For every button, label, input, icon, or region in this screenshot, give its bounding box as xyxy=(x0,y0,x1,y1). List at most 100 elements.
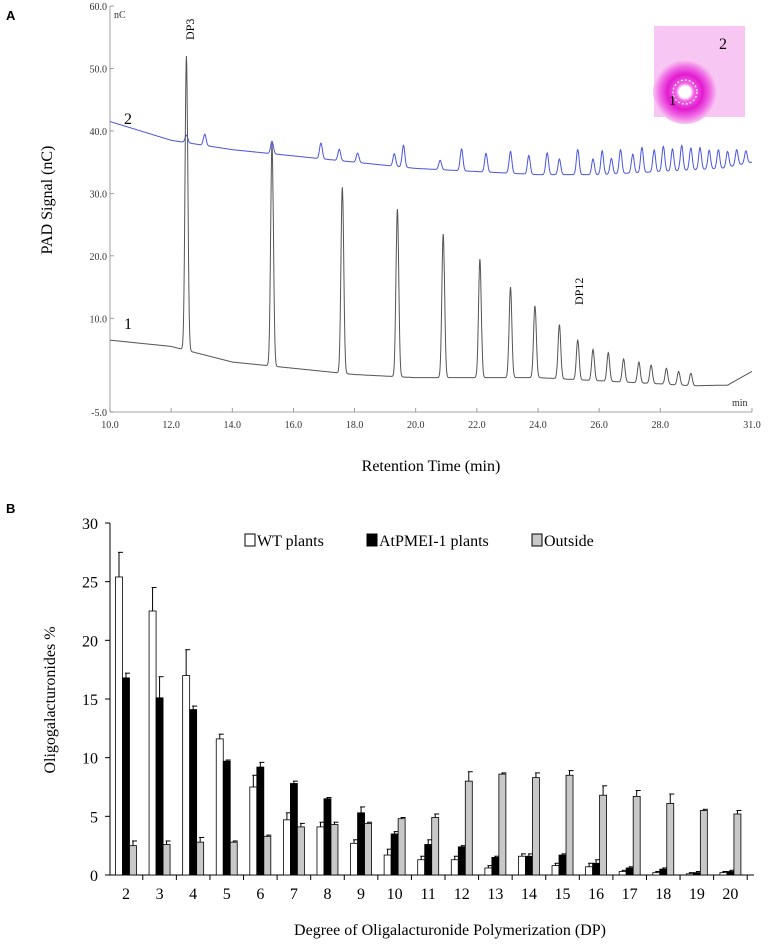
bar-atpmei-dp2 xyxy=(122,677,130,876)
a-x-tick-label: 28.0 xyxy=(652,420,670,431)
bar-wt-dp13 xyxy=(484,867,493,876)
bar-outside-dp19 xyxy=(699,810,708,876)
b-legend: WT plants AtPMEI-1 plants Outside xyxy=(244,533,594,550)
b-y-tick-label: 0 xyxy=(90,868,98,885)
a-y-ticks: -5.0 10.0 20.0 30.0 40.0 50.0 60.0 xyxy=(90,2,114,419)
a-x-tick-label: 14.0 xyxy=(224,420,242,431)
b-x-tick-label: 9 xyxy=(357,886,365,903)
bar-outside-dp16 xyxy=(599,794,608,876)
bar-atpmei-dp11 xyxy=(424,844,433,876)
bar-atpmei-dp13 xyxy=(491,857,500,876)
bar-outside-dp14 xyxy=(532,777,540,876)
bar-atpmei-dp18 xyxy=(659,868,668,876)
bar-atpmei-dp16 xyxy=(592,862,601,876)
bar-atpmei-dp17 xyxy=(625,867,634,876)
panel-a-label: A xyxy=(6,8,16,23)
bar-wt-dp6 xyxy=(249,786,258,876)
bar-outside-dp4 xyxy=(196,841,205,876)
legend-label-atpmei: AtPMEI-1 plants xyxy=(379,533,489,550)
bar-wt-dp10 xyxy=(383,854,392,876)
trace-1-line xyxy=(110,55,753,387)
trace-2-label: 2 xyxy=(124,111,132,128)
dp12-annotation: DP12 xyxy=(572,278,586,305)
a-x-tick-label: 20.0 xyxy=(407,420,425,431)
inset-label-1: 1 xyxy=(669,94,676,109)
bar-outside-dp2 xyxy=(129,845,137,876)
b-x-ticks: 2 3 4 5 6 7 8 9 10 11 12 13 14 15 16 17 18 19 20 xyxy=(122,875,748,903)
bar-wt-dp9 xyxy=(350,842,358,876)
bar-atpmei-dp8 xyxy=(323,798,332,876)
bar-chart-panel: B 0 5 10 15 20 25 30 2 3 4 5 6 7 8 9 10 11 12 13 14 15 16 17 1… xyxy=(6,501,754,939)
bar-atpmei-dp7 xyxy=(289,783,298,876)
bar-outside-dp3 xyxy=(162,844,171,876)
bar-wt-dp3 xyxy=(148,610,157,876)
bar-wt-dp12 xyxy=(450,859,459,876)
dp3-annotation: DP3 xyxy=(183,19,197,40)
a-y-tick-label: 60.0 xyxy=(90,2,108,13)
a-y-unit: nC xyxy=(114,10,126,21)
b-x-tick-label: 8 xyxy=(323,886,331,903)
bar-atpmei-dp12 xyxy=(457,846,466,876)
trace-2-line xyxy=(110,121,752,176)
a-x-tick-label: 26.0 xyxy=(590,420,608,431)
a-x-axis-title: Retention Time (min) xyxy=(362,458,501,475)
legend-swatch-atpmei xyxy=(366,533,378,547)
bar-outside-dp12 xyxy=(464,780,473,876)
b-y-tick-label: 20 xyxy=(82,633,98,650)
b-x-tick-label: 3 xyxy=(156,886,164,903)
b-y-ticks: 0 5 10 15 20 25 30 xyxy=(82,516,110,885)
bar-outside-dp8 xyxy=(330,824,339,876)
b-y-axis-title: Oligogalacturonides % xyxy=(42,626,59,773)
legend-swatch-outside xyxy=(531,533,543,547)
bar-atpmei-dp5 xyxy=(222,760,231,876)
b-x-tick-label: 20 xyxy=(722,886,738,903)
b-x-tick-label: 5 xyxy=(223,886,231,903)
trace-1-label: 1 xyxy=(124,316,132,333)
b-x-tick-label: 2 xyxy=(122,886,130,903)
bar-outside-dp10 xyxy=(397,818,406,876)
panel-b-label: B xyxy=(6,501,15,516)
bar-atpmei-dp14 xyxy=(525,855,533,876)
bar-wt-dp19 xyxy=(685,873,694,876)
b-y-tick-label: 15 xyxy=(82,692,98,709)
b-x-tick-label: 18 xyxy=(655,886,671,903)
a-y-tick-label: 20.0 xyxy=(90,252,108,263)
bar-atpmei-dp19 xyxy=(692,872,701,876)
plate-inset-image: 1 2 xyxy=(653,26,745,124)
bar-wt-dp11 xyxy=(417,859,426,876)
b-x-axis-title: Degree of Oligalacturonide Polymerizatio… xyxy=(294,922,606,939)
a-y-axis-title: PAD Signal (nC) xyxy=(39,146,56,255)
b-x-tick-label: 7 xyxy=(290,886,298,903)
a-x-tick-label: 10.0 xyxy=(101,420,119,431)
a-x-tick-label: 22.0 xyxy=(468,420,486,431)
bar-outside-dp13 xyxy=(498,773,507,876)
a-x-tick-label: 12.0 xyxy=(162,420,180,431)
b-y-tick-label: 30 xyxy=(82,516,98,533)
b-x-tick-label: 4 xyxy=(189,886,197,903)
inset-label-2: 2 xyxy=(719,36,727,53)
b-x-tick-label: 12 xyxy=(454,886,470,903)
bar-wt-dp2 xyxy=(115,576,123,876)
a-x-tick-label: 31.0 xyxy=(743,420,761,431)
bar-atpmei-dp4 xyxy=(189,709,198,876)
b-x-tick-label: 19 xyxy=(689,886,705,903)
inset-halo xyxy=(653,60,717,124)
bar-wt-dp16 xyxy=(585,866,594,876)
bar-outside-dp20 xyxy=(733,813,742,876)
b-x-tick-label: 11 xyxy=(421,886,436,903)
bar-wt-dp20 xyxy=(719,872,728,876)
b-x-tick-label: 15 xyxy=(555,886,571,903)
b-y-tick-label: 10 xyxy=(82,751,98,768)
bar-wt-dp7 xyxy=(282,819,291,876)
bar-atpmei-dp20 xyxy=(726,871,735,876)
bar-outside-dp17 xyxy=(632,795,641,876)
bar-outside-dp15 xyxy=(565,774,574,876)
b-y-tick-label: 25 xyxy=(82,575,98,592)
bar-wt-dp4 xyxy=(182,675,191,876)
bar-outside-dp18 xyxy=(666,803,675,876)
a-y-tick-label: 40.0 xyxy=(90,127,108,138)
bar-wt-dp17 xyxy=(618,871,627,876)
bar-outside-dp6 xyxy=(263,835,272,876)
bar-atpmei-dp15 xyxy=(558,854,567,876)
bar-atpmei-dp9 xyxy=(357,812,365,876)
